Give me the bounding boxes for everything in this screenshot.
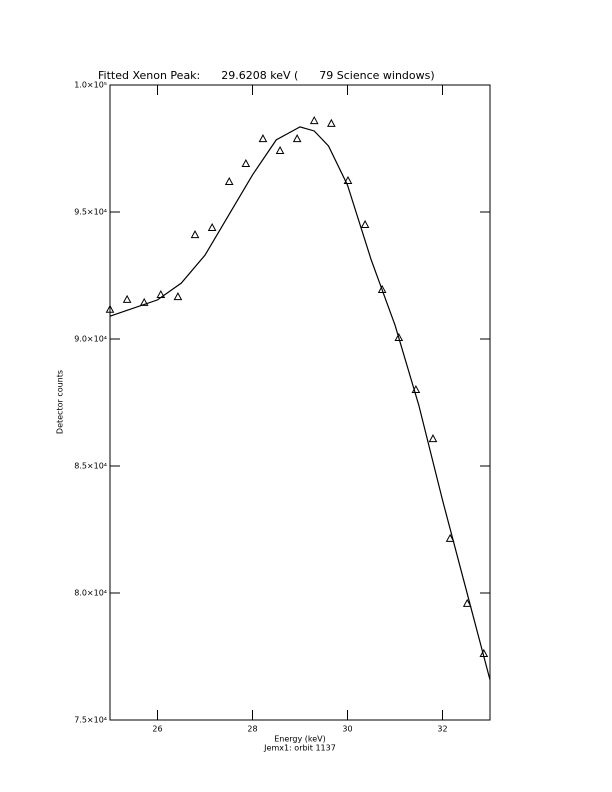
data-point [360, 219, 370, 228]
data-point [343, 175, 353, 185]
x-tick-label: 30 [342, 725, 352, 734]
y-tick-label: 7.5×10⁴ [74, 716, 107, 725]
fit-line [109, 126, 491, 681]
x-axis-label: Energy (keV) [274, 735, 326, 744]
data-point [394, 332, 404, 341]
data-point [207, 222, 217, 232]
y-tick-label: 9.0×10⁴ [74, 335, 107, 344]
y-axis-label: Detector counts [56, 370, 65, 434]
plot-frame [109, 84, 491, 721]
data-point [292, 134, 302, 143]
y-tick-label: 8.0×10⁴ [74, 589, 107, 598]
data-point [139, 297, 149, 306]
data-point [377, 284, 387, 293]
y-tick-label: 9.5×10⁴ [74, 208, 107, 217]
x-tick-label: 28 [247, 725, 257, 734]
x-tick-label: 32 [437, 725, 447, 734]
data-point [258, 134, 268, 143]
data-point [275, 145, 285, 155]
data-point [105, 304, 115, 313]
y-tick-label: 8.5×10⁴ [74, 462, 107, 471]
data-point [224, 176, 234, 186]
data-point [122, 294, 132, 303]
y-tick-label: 1.0×10⁵ [74, 81, 107, 90]
data-point [445, 533, 455, 542]
subtitle: Jemx1: orbit 1137 [263, 744, 336, 753]
x-tick-label: 26 [152, 725, 162, 734]
chart-title: Fitted Xenon Peak: 29.6208 keV ( 79 Scie… [98, 69, 435, 82]
data-point [327, 118, 336, 127]
data-point [173, 292, 183, 301]
data-point [309, 116, 319, 125]
data-point [428, 434, 438, 443]
data-point [190, 230, 200, 239]
data-point [241, 158, 251, 167]
data-point [462, 598, 472, 607]
